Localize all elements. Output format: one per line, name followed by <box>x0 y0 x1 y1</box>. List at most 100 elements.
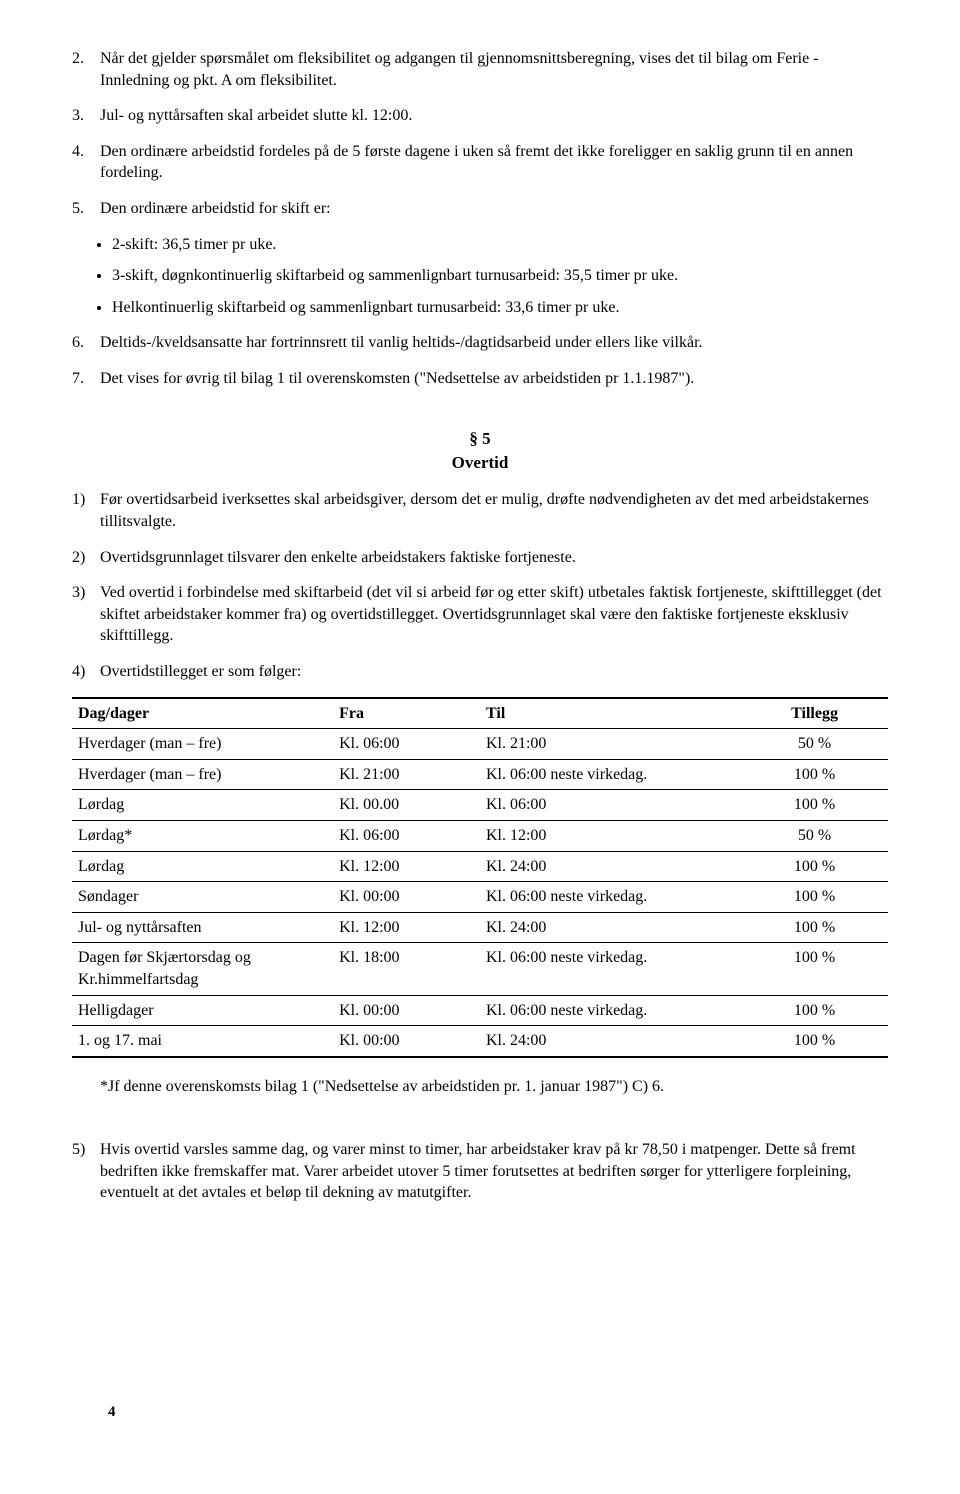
table-cell: Kl. 06:00 neste virkedag. <box>480 882 741 913</box>
table-cell: Hverdager (man – fre) <box>72 729 333 760</box>
table-cell: Kl. 24:00 <box>480 1026 741 1057</box>
list-text: Hvis overtid varsles samme dag, og varer… <box>100 1139 888 1204</box>
table-cell: 100 % <box>741 759 888 790</box>
table-cell: 100 % <box>741 943 888 995</box>
table-cell: Kl. 18:00 <box>333 943 480 995</box>
table-row: Hverdager (man – fre)Kl. 21:00Kl. 06:00 … <box>72 759 888 790</box>
table-cell: Jul- og nyttårsaften <box>72 912 333 943</box>
list-marker: 2. <box>72 48 100 91</box>
table-row: Lørdag*Kl. 06:00Kl. 12:0050 % <box>72 820 888 851</box>
list-item: 7.Det vises for øvrig til bilag 1 til ov… <box>72 368 888 390</box>
list-text: Det vises for øvrig til bilag 1 til over… <box>100 368 888 390</box>
list-marker: 1) <box>72 489 100 532</box>
section-title: Overtid <box>72 452 888 475</box>
list-text: Den ordinære arbeidstid fordeles på de 5… <box>100 141 888 184</box>
table-cell: Dagen før Skjærtorsdag og Kr.himmelfarts… <box>72 943 333 995</box>
table-cell: Kl. 06:00 <box>333 820 480 851</box>
list-marker: 5. <box>72 198 100 220</box>
list-item: 5.Den ordinære arbeidstid for skift er: <box>72 198 888 220</box>
table-cell: Kl. 12:00 <box>333 912 480 943</box>
table-row: Jul- og nyttårsaftenKl. 12:00Kl. 24:0010… <box>72 912 888 943</box>
list-text: Deltids-/kveldsansatte har fortrinnsrett… <box>100 332 888 354</box>
list-item: 1)Før overtidsarbeid iverksettes skal ar… <box>72 489 888 532</box>
list-text: Jul- og nyttårsaften skal arbeidet slutt… <box>100 105 888 127</box>
list-marker: 4) <box>72 661 100 683</box>
bullet-item: Helkontinuerlig skiftarbeid og sammenlig… <box>112 297 888 319</box>
table-row: Hverdager (man – fre)Kl. 06:00Kl. 21:005… <box>72 729 888 760</box>
section-number: § 5 <box>72 428 888 451</box>
list-marker: 3. <box>72 105 100 127</box>
table-header: Dag/dager <box>72 698 333 729</box>
shift-bullets: 2-skift: 36,5 timer pr uke. 3-skift, døgn… <box>72 234 888 319</box>
table-row: HelligdagerKl. 00:00Kl. 06:00 neste virk… <box>72 995 888 1026</box>
table-cell: 1. og 17. mai <box>72 1026 333 1057</box>
table-header: Fra <box>333 698 480 729</box>
table-cell: Kl. 21:00 <box>333 759 480 790</box>
table-cell: Kl. 24:00 <box>480 912 741 943</box>
table-cell: Kl. 00:00 <box>333 1026 480 1057</box>
overtime-table: Dag/dagerFraTilTillegg Hverdager (man – … <box>72 697 888 1058</box>
table-cell: Kl. 24:00 <box>480 851 741 882</box>
table-cell: 100 % <box>741 1026 888 1057</box>
list-text: Før overtidsarbeid iverksettes skal arbe… <box>100 489 888 532</box>
table-row: LørdagKl. 12:00Kl. 24:00100 % <box>72 851 888 882</box>
table-cell: 100 % <box>741 851 888 882</box>
table-cell: Kl. 06:00 <box>480 790 741 821</box>
list-text: Overtidsgrunnlaget tilsvarer den enkelte… <box>100 547 888 569</box>
table-cell: Helligdager <box>72 995 333 1026</box>
list-item: 2.Når det gjelder spørsmålet om fleksibi… <box>72 48 888 91</box>
table-header: Til <box>480 698 741 729</box>
list-marker: 3) <box>72 582 100 647</box>
list-marker: 2) <box>72 547 100 569</box>
list-text: Når det gjelder spørsmålet om fleksibili… <box>100 48 888 91</box>
table-cell: Kl. 06:00 neste virkedag. <box>480 995 741 1026</box>
table-cell: Hverdager (man – fre) <box>72 759 333 790</box>
list-marker: 6. <box>72 332 100 354</box>
list-marker: 4. <box>72 141 100 184</box>
upper-numbered-list: 2.Når det gjelder spørsmålet om fleksibi… <box>72 48 888 220</box>
table-cell: Kl. 06:00 neste virkedag. <box>480 943 741 995</box>
list-text: Den ordinære arbeidstid for skift er: <box>100 198 888 220</box>
list-item: 4)Overtidstillegget er som følger: <box>72 661 888 683</box>
list-text: Overtidstillegget er som følger: <box>100 661 888 683</box>
list-marker: 5) <box>72 1139 100 1204</box>
table-cell: 100 % <box>741 912 888 943</box>
list-item: 6.Deltids-/kveldsansatte har fortrinnsre… <box>72 332 888 354</box>
table-cell: Lørdag <box>72 790 333 821</box>
table-cell: Lørdag <box>72 851 333 882</box>
table-row: 1. og 17. maiKl. 00:00Kl. 24:00100 % <box>72 1026 888 1057</box>
list-item: 5)Hvis overtid varsles samme dag, og var… <box>72 1139 888 1204</box>
table-cell: 100 % <box>741 995 888 1026</box>
list-text: Ved overtid i forbindelse med skiftarbei… <box>100 582 888 647</box>
list-item: 3.Jul- og nyttårsaften skal arbeidet slu… <box>72 105 888 127</box>
lower-numbered-list-2: 5)Hvis overtid varsles samme dag, og var… <box>72 1139 888 1204</box>
lower-numbered-list: 1)Før overtidsarbeid iverksettes skal ar… <box>72 489 888 682</box>
bullet-item: 3-skift, døgnkontinuerlig skiftarbeid og… <box>112 265 888 287</box>
table-cell: 50 % <box>741 820 888 851</box>
table-cell: 100 % <box>741 790 888 821</box>
table-cell: 50 % <box>741 729 888 760</box>
table-cell: Kl. 00:00 <box>333 882 480 913</box>
list-item: 4.Den ordinære arbeidstid fordeles på de… <box>72 141 888 184</box>
upper-numbered-list-2: 6.Deltids-/kveldsansatte har fortrinnsre… <box>72 332 888 389</box>
table-cell: Kl. 06:00 <box>333 729 480 760</box>
table-row: Dagen før Skjærtorsdag og Kr.himmelfarts… <box>72 943 888 995</box>
table-cell: Kl. 06:00 neste virkedag. <box>480 759 741 790</box>
table-cell: Kl. 00:00 <box>333 995 480 1026</box>
table-header: Tillegg <box>741 698 888 729</box>
bullet-item: 2-skift: 36,5 timer pr uke. <box>112 234 888 256</box>
list-item: 2)Overtidsgrunnlaget tilsvarer den enkel… <box>72 547 888 569</box>
table-footnote: *Jf denne overenskomsts bilag 1 ("Nedset… <box>100 1076 888 1098</box>
list-item: 3)Ved overtid i forbindelse med skiftarb… <box>72 582 888 647</box>
table-cell: 100 % <box>741 882 888 913</box>
table-row: SøndagerKl. 00:00Kl. 06:00 neste virkeda… <box>72 882 888 913</box>
table-cell: Lørdag* <box>72 820 333 851</box>
table-cell: Søndager <box>72 882 333 913</box>
page-number: 4 <box>108 1402 116 1422</box>
table-row: LørdagKl. 00.00Kl. 06:00100 % <box>72 790 888 821</box>
table-cell: Kl. 21:00 <box>480 729 741 760</box>
table-cell: Kl. 12:00 <box>480 820 741 851</box>
table-cell: Kl. 00.00 <box>333 790 480 821</box>
list-marker: 7. <box>72 368 100 390</box>
table-cell: Kl. 12:00 <box>333 851 480 882</box>
